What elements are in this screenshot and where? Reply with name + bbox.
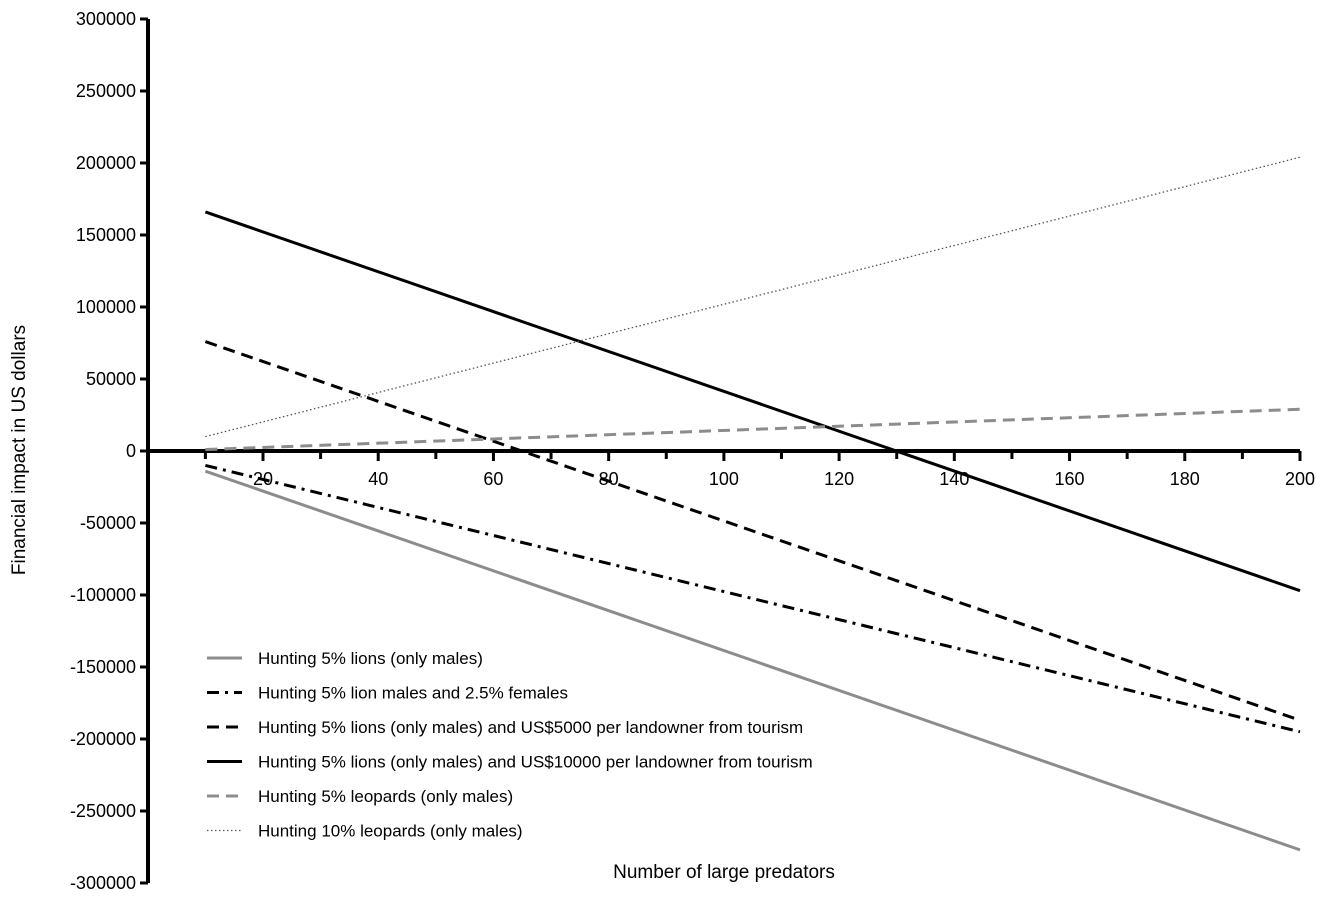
x-tick-label: 100 <box>709 469 739 489</box>
legend-label-2: Hunting 5% lion males and 2.5% females <box>258 684 568 703</box>
legend: Hunting 5% lions (only males) Hunting 5% … <box>207 649 813 841</box>
y-tick-label: 150000 <box>76 225 136 245</box>
x-tick-label: 60 <box>483 469 503 489</box>
y-tick-label: -300000 <box>70 873 136 893</box>
series-line-6 <box>205 156 1301 438</box>
y-tick-label: 200000 <box>76 153 136 173</box>
legend-label-5: Hunting 5% leopards (only males) <box>258 787 513 806</box>
series-line-4 <box>204 210 1301 593</box>
y-tick-label: -250000 <box>70 801 136 821</box>
y-tick-label: 250000 <box>76 81 136 101</box>
y-tick-label: -50000 <box>80 513 136 533</box>
series-lines <box>204 156 1301 852</box>
x-axis: 20 40 60 80 100 120 140 160 180 200 <box>148 449 1315 489</box>
x-tick-label: 120 <box>824 469 854 489</box>
series-line-5 <box>205 407 1301 452</box>
y-axis-title: Financial impact in US dollars <box>9 325 30 575</box>
y-tick-label: -100000 <box>70 585 136 605</box>
y-tick-label: 300000 <box>76 9 136 29</box>
y-tick-label: 100000 <box>76 297 136 317</box>
series-line-1 <box>204 469 1301 852</box>
series-line-2 <box>205 463 1301 734</box>
legend-label-4: Hunting 5% lions (only males) and US$100… <box>258 753 813 772</box>
y-tick-label: 50000 <box>86 369 136 389</box>
legend-label-3: Hunting 5% lions (only males) and US$500… <box>258 718 803 737</box>
y-tick-label: -150000 <box>70 657 136 677</box>
x-tick-label: 40 <box>368 469 388 489</box>
legend-label-6: Hunting 10% leopards (only males) <box>258 822 523 841</box>
y-tick-label: 0 <box>126 441 136 461</box>
series-line-3 <box>204 340 1301 722</box>
y-tick-label: -200000 <box>70 729 136 749</box>
x-tick-label: 200 <box>1285 469 1315 489</box>
y-axis: 300000 250000 200000 150000 100000 50000 0 -500… <box>70 9 150 893</box>
x-axis-title: Number of large predators <box>613 862 835 883</box>
legend-label-1: Hunting 5% lions (only males) <box>258 649 483 668</box>
x-tick-label: 160 <box>1055 469 1085 489</box>
x-tick-label: 180 <box>1170 469 1200 489</box>
x-tick-label: 80 <box>599 469 619 489</box>
